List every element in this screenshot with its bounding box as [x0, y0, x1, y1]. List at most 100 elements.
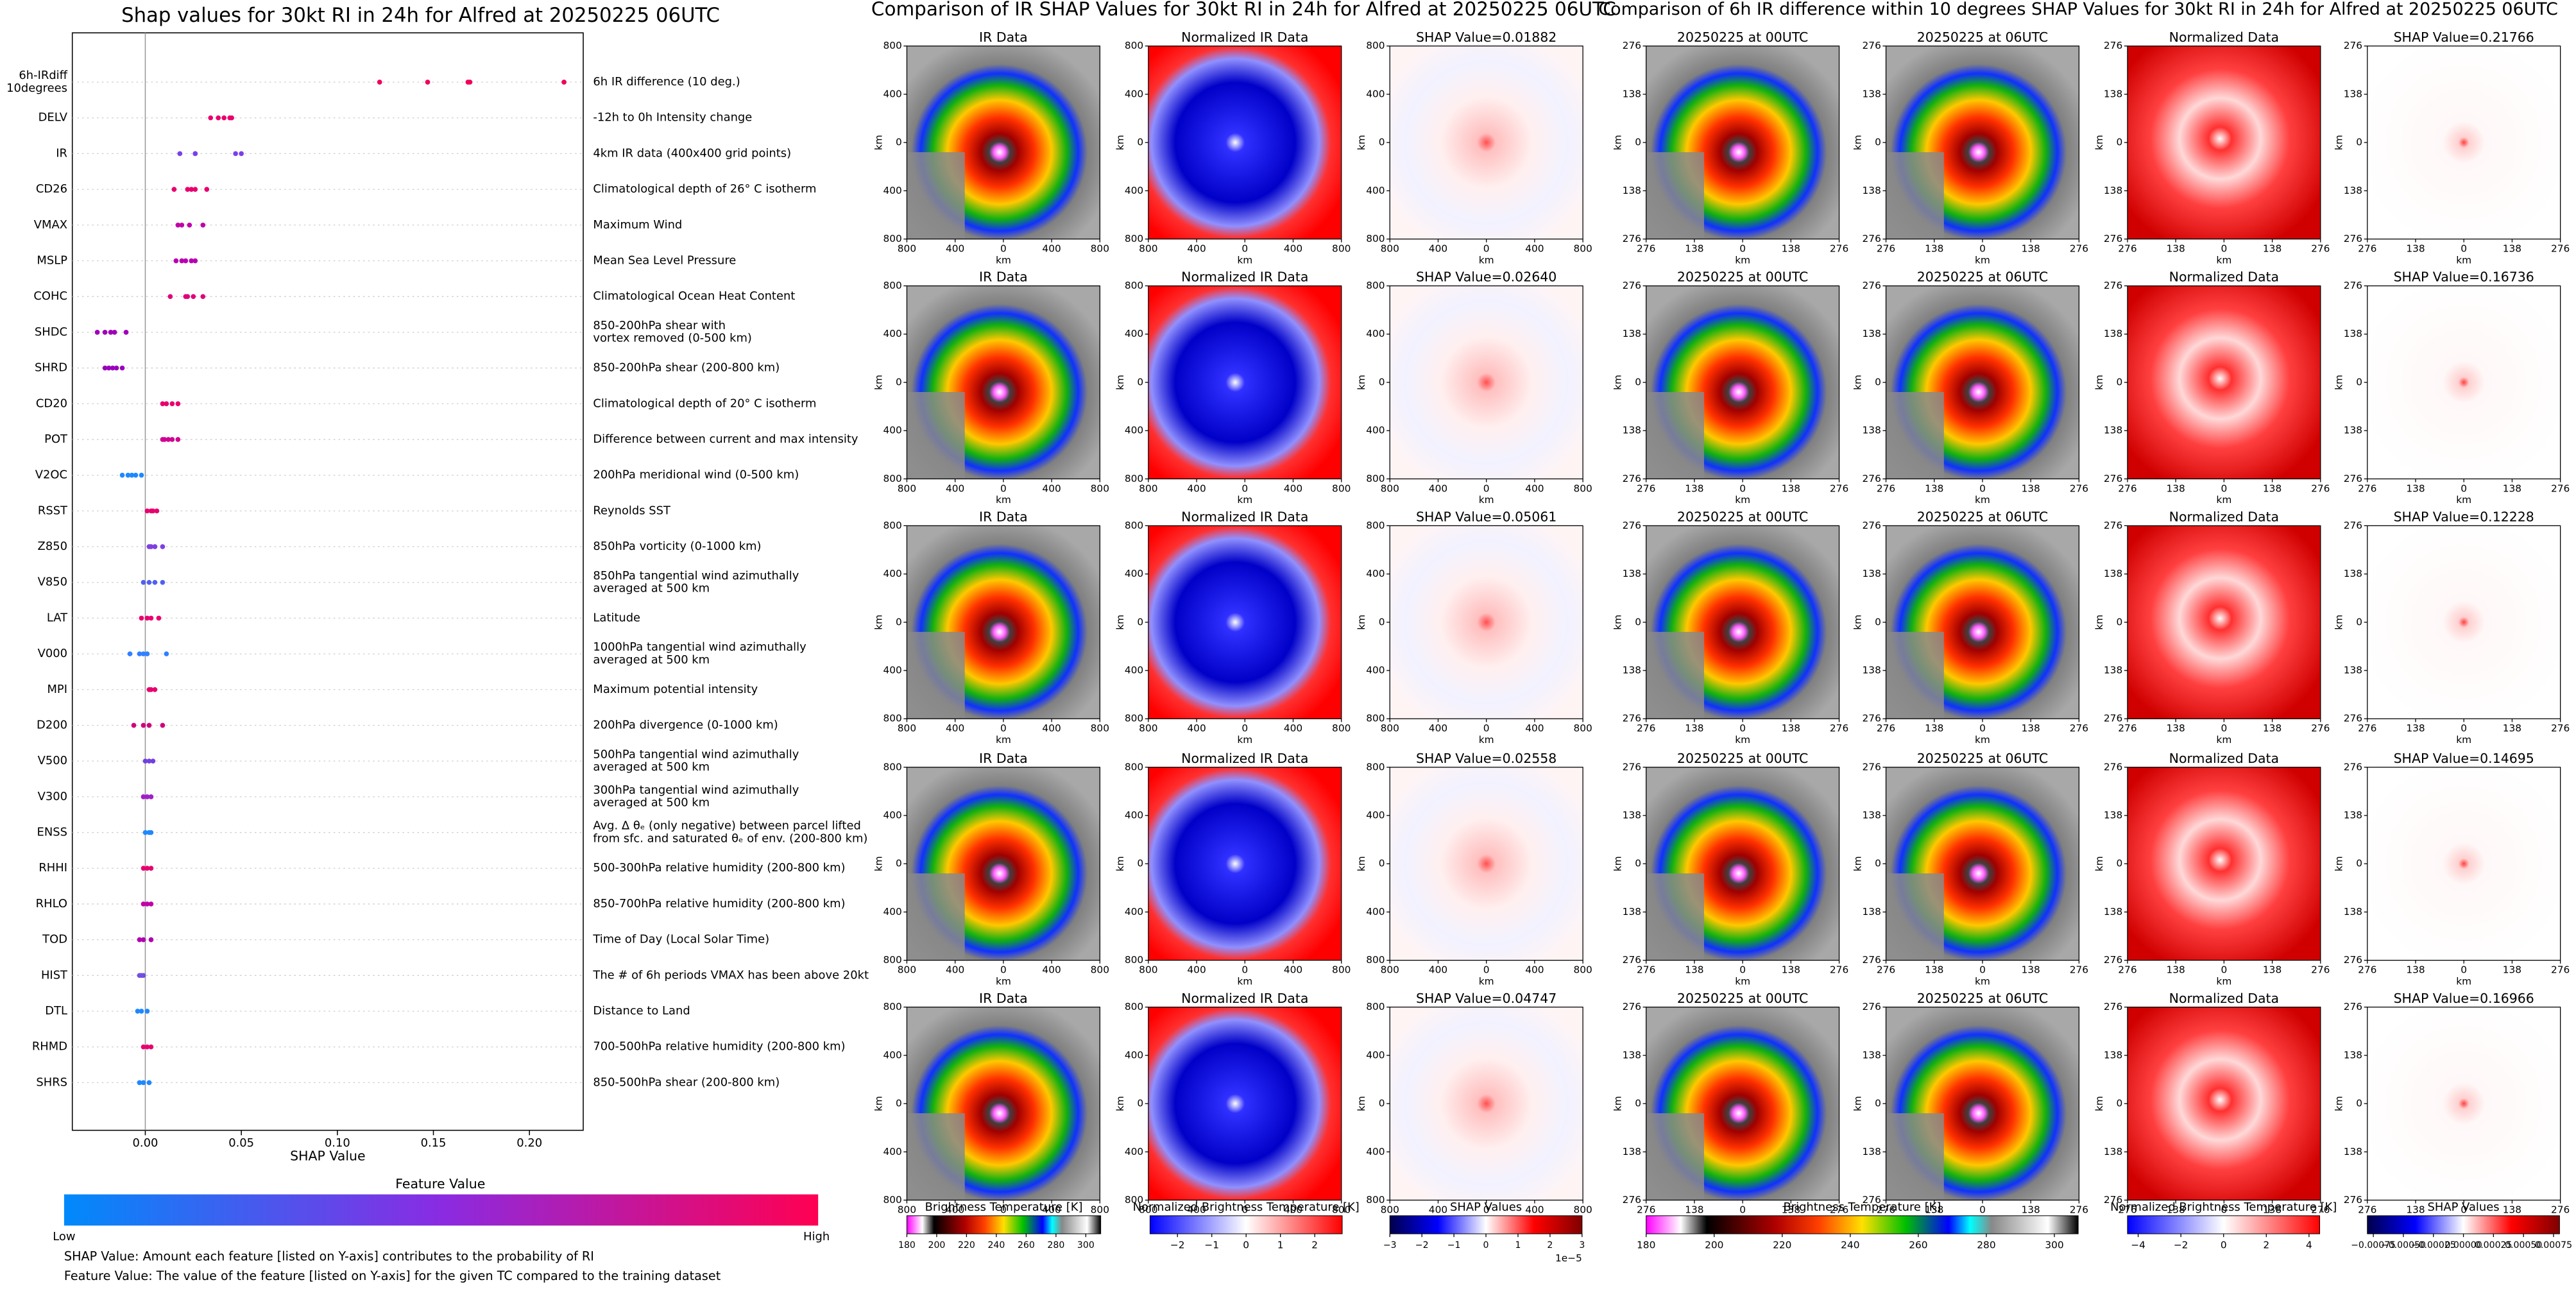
x-tick-label: 276 — [2358, 482, 2376, 494]
x-tick-label: 400 — [1429, 1204, 1447, 1215]
y-tick-label: 138 — [2104, 328, 2122, 339]
y-axis-label: km — [2094, 135, 2105, 150]
x-tick-label: 276 — [2311, 482, 2330, 494]
x-tick-label: 276 — [2118, 482, 2137, 494]
x-axis-label: km — [1735, 975, 1750, 987]
colorbar-tick-label: 0.00075 — [2535, 1240, 2572, 1251]
x-tick-label: 0 — [1979, 964, 1986, 975]
y-tick-label: 0 — [896, 1098, 902, 1109]
feature-name: MSLP — [37, 253, 67, 267]
image-panel — [1148, 286, 1342, 479]
x-tick-label: 0 — [1241, 243, 1248, 254]
panel-title: SHAP Value=0.02640 — [1416, 269, 1557, 285]
colorbar-tick-label: −0.00075 — [2351, 1240, 2396, 1251]
shap-point — [189, 187, 194, 192]
y-tick-label: 276 — [1623, 1001, 1641, 1012]
x-tick-label: 0 — [1483, 964, 1490, 975]
x-tick-label: 800 — [898, 722, 916, 734]
x-tick-label: 138 — [2503, 482, 2521, 494]
x-tick-label: 800 — [1332, 1204, 1351, 1215]
panel-title: IR Data — [979, 751, 1028, 766]
y-tick-label: 276 — [1623, 520, 1641, 531]
y-tick-label: 0 — [1137, 616, 1143, 627]
x-tick-label: 138 — [1782, 964, 1800, 975]
colorbar-tick-label: 200 — [928, 1240, 946, 1251]
feature-description: 300hPa tangential wind azimuthally averag… — [593, 783, 799, 810]
land-mask — [1886, 152, 1944, 239]
x-tick-label: 800 — [898, 243, 916, 254]
chart-title: Shap values for 30kt RI in 24h for Alfre… — [121, 4, 720, 27]
y-tick-label: 800 — [1125, 473, 1143, 484]
panel-title: Normalized Data — [2169, 751, 2279, 766]
y-tick-label: 400 — [883, 906, 901, 918]
feature-description: 850-500hPa shear (200-800 km) — [593, 1075, 780, 1089]
feature-name: Z850 — [38, 540, 67, 553]
x-tick-label: 138 — [2022, 722, 2040, 734]
y-axis-label: km — [1356, 615, 1367, 630]
x-tick-label: 276 — [1877, 243, 1895, 254]
land-mask — [1646, 631, 1704, 719]
y-tick-label: 138 — [1623, 809, 1641, 821]
x-tick-label: 800 — [1091, 482, 1109, 494]
x-tick-label: 800 — [1091, 964, 1109, 975]
y-axis-label: km — [1852, 615, 1864, 630]
y-tick-label: 800 — [1125, 761, 1143, 773]
y-axis-label: km — [2333, 615, 2345, 630]
y-tick-label: 276 — [2104, 954, 2122, 966]
shap-point — [204, 187, 210, 192]
y-tick-label: 800 — [883, 1194, 901, 1206]
panel-title: 20250225 at 06UTC — [1917, 269, 2048, 285]
colorbar-tick-label: −2 — [1170, 1239, 1185, 1251]
feature-description: 200hPa divergence (0-1000 km) — [593, 718, 778, 731]
x-tick-label: 138 — [1685, 964, 1703, 975]
panel-title: 20250225 at 06UTC — [1917, 509, 2048, 525]
x-tick-label: 138 — [2406, 243, 2425, 254]
colorbar-label: SHAP Values — [1450, 1200, 1522, 1214]
shap-point — [162, 437, 167, 442]
colorbar-tick-label: −0.00025 — [2411, 1240, 2456, 1251]
x-axis-label: km — [1237, 494, 1252, 506]
y-axis-label: km — [1852, 375, 1864, 390]
y-axis-label: km — [1852, 135, 1864, 150]
shap-point — [160, 401, 166, 407]
y-axis-label: km — [2094, 615, 2105, 630]
x-tick-label: 138 — [2022, 482, 2040, 494]
image-panel — [2127, 46, 2321, 239]
x-axis-label: km — [2216, 734, 2231, 746]
image-panel — [1148, 525, 1342, 719]
y-tick-label: 800 — [883, 713, 901, 724]
panel-title: Normalized IR Data — [1181, 30, 1308, 45]
panel-title: Normalized Data — [2169, 991, 2279, 1006]
feature-description: Climatological depth of 20° C isotherm — [593, 397, 816, 410]
x-tick-label: 0 — [1483, 1204, 1490, 1215]
y-axis-label: km — [2333, 135, 2345, 150]
y-tick-label: 138 — [1863, 185, 1881, 196]
feature-description: 850-200hPa shear (200-800 km) — [593, 361, 780, 375]
feature-description: The # of 6h periods VMAX has been above … — [592, 968, 869, 982]
shap-point — [106, 365, 112, 371]
shap-point — [144, 901, 150, 907]
y-tick-label: 0 — [1875, 616, 1881, 627]
feature-name: LAT — [47, 611, 67, 624]
colorbar — [1389, 1215, 1583, 1234]
land-mask — [907, 392, 965, 479]
x-tick-label: 138 — [1782, 482, 1800, 494]
y-tick-label: 800 — [883, 40, 901, 51]
y-tick-label: 800 — [1366, 280, 1385, 291]
panel-title: SHAP Value=0.04747 — [1416, 991, 1557, 1006]
feature-description: Difference between current and max inten… — [593, 432, 858, 446]
colorbar-label: Brightness Temperature [K] — [1783, 1200, 1941, 1214]
x-tick-label: 276 — [1637, 482, 1655, 494]
x-tick-label: 138 — [1925, 1204, 1943, 1215]
x-tick-label: 138 — [2406, 964, 2425, 975]
x-tick-label: 138 — [1685, 722, 1703, 734]
y-tick-label: 400 — [883, 88, 901, 99]
x-tick-label: 276 — [2311, 243, 2330, 254]
land-mask — [1886, 631, 1944, 719]
y-tick-label: 0 — [896, 616, 902, 627]
feature-name: RHMD — [32, 1040, 67, 1054]
shap-point — [167, 294, 173, 300]
y-tick-label: 138 — [1863, 425, 1881, 436]
y-tick-label: 400 — [1125, 906, 1143, 918]
panel-title: IR Data — [979, 30, 1028, 45]
